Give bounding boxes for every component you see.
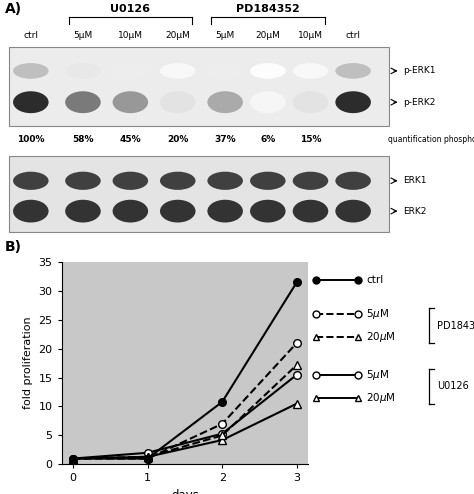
Text: 6%: 6% <box>260 135 275 144</box>
Text: 10μM: 10μM <box>298 31 323 40</box>
Ellipse shape <box>65 63 100 79</box>
Text: U0126: U0126 <box>110 4 150 14</box>
Text: ctrl: ctrl <box>23 31 38 40</box>
Ellipse shape <box>336 172 371 190</box>
Ellipse shape <box>160 172 195 190</box>
Ellipse shape <box>207 200 243 222</box>
Ellipse shape <box>160 200 195 222</box>
Ellipse shape <box>250 91 285 113</box>
Text: 15%: 15% <box>300 135 321 144</box>
Ellipse shape <box>207 63 243 79</box>
Ellipse shape <box>207 172 243 190</box>
Text: ERK2: ERK2 <box>403 206 426 216</box>
Text: A): A) <box>5 2 22 16</box>
Text: PD184352: PD184352 <box>437 321 474 330</box>
Text: p-ERK2: p-ERK2 <box>403 98 435 107</box>
Ellipse shape <box>207 91 243 113</box>
Y-axis label: fold proliferation: fold proliferation <box>23 317 33 410</box>
Ellipse shape <box>293 91 328 113</box>
Ellipse shape <box>293 172 328 190</box>
Ellipse shape <box>293 63 328 79</box>
Ellipse shape <box>250 63 285 79</box>
Text: 58%: 58% <box>72 135 94 144</box>
Ellipse shape <box>293 200 328 222</box>
Text: p-ERK1: p-ERK1 <box>403 66 436 76</box>
Ellipse shape <box>113 200 148 222</box>
Ellipse shape <box>250 200 285 222</box>
Text: 20μM: 20μM <box>165 31 190 40</box>
Ellipse shape <box>65 172 100 190</box>
Ellipse shape <box>160 91 195 113</box>
Ellipse shape <box>65 200 100 222</box>
Ellipse shape <box>336 63 371 79</box>
Ellipse shape <box>13 172 48 190</box>
Ellipse shape <box>336 91 371 113</box>
Text: 20μM: 20μM <box>255 31 280 40</box>
Text: 100%: 100% <box>17 135 45 144</box>
Ellipse shape <box>13 91 48 113</box>
Text: PD184352: PD184352 <box>236 4 300 14</box>
Text: 10μM: 10μM <box>118 31 143 40</box>
Text: ctrl: ctrl <box>366 275 383 285</box>
Text: 20$\mu$M: 20$\mu$M <box>366 391 396 405</box>
Text: ERK1: ERK1 <box>403 176 427 185</box>
Text: 5μM: 5μM <box>216 31 235 40</box>
X-axis label: days: days <box>171 489 199 494</box>
Text: 45%: 45% <box>119 135 141 144</box>
Text: 37%: 37% <box>214 135 236 144</box>
Text: ctrl: ctrl <box>346 31 361 40</box>
Ellipse shape <box>160 63 195 79</box>
Text: 5$\mu$M: 5$\mu$M <box>366 368 389 382</box>
Bar <box>9 157 389 232</box>
Text: B): B) <box>5 240 22 254</box>
Ellipse shape <box>336 200 371 222</box>
Text: 20$\mu$M: 20$\mu$M <box>366 330 396 344</box>
Text: 20%: 20% <box>167 135 189 144</box>
Ellipse shape <box>113 172 148 190</box>
Ellipse shape <box>250 172 285 190</box>
Text: 5$\mu$M: 5$\mu$M <box>366 307 389 322</box>
Text: quantification phospho-ERK: quantification phospho-ERK <box>388 135 474 144</box>
Ellipse shape <box>13 200 48 222</box>
Ellipse shape <box>113 63 148 79</box>
Ellipse shape <box>113 91 148 113</box>
Text: U0126: U0126 <box>437 381 469 391</box>
Ellipse shape <box>13 63 48 79</box>
Ellipse shape <box>65 91 100 113</box>
Bar <box>9 47 389 125</box>
Text: 5μM: 5μM <box>73 31 92 40</box>
